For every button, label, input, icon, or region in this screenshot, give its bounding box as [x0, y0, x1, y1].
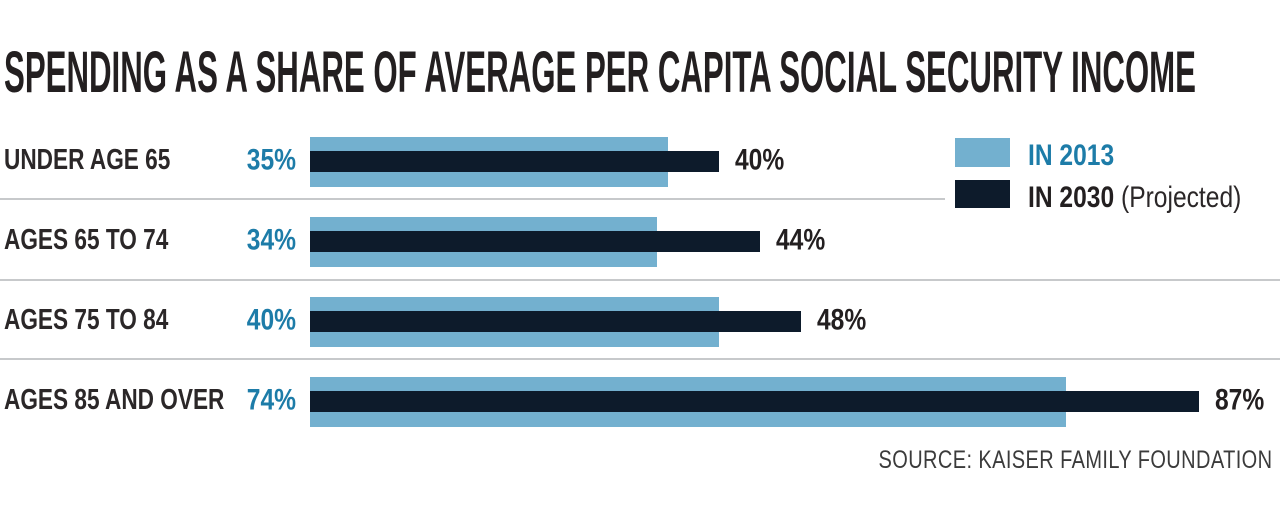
value-label-2013: 74%	[246, 383, 296, 417]
category-label: AGES 75 TO 84	[4, 304, 169, 337]
bar-2030	[310, 311, 801, 332]
category-label: AGES 65 TO 74	[4, 224, 169, 257]
separator	[0, 279, 1280, 281]
chart-title-text: SPENDING AS A SHARE OF AVERAGE PER CAPIT…	[4, 42, 1196, 104]
chart-row: AGES 85 AND OVER 74% 87%	[0, 362, 1280, 442]
value-label-2030: 40%	[735, 143, 785, 177]
value-label-2013: 40%	[246, 303, 296, 337]
separator	[0, 358, 1280, 360]
value-label-2030: 48%	[817, 303, 867, 337]
category-label: AGES 85 AND OVER	[4, 384, 225, 417]
chart-row: UNDER AGE 65 35% 40%	[0, 122, 1280, 202]
value-label-2013: 35%	[246, 143, 296, 177]
chart-title: SPENDING AS A SHARE OF AVERAGE PER CAPIT…	[4, 42, 1196, 104]
separator	[0, 198, 945, 200]
bar-2030	[310, 391, 1199, 412]
source-text: SOURCE: KAISER FAMILY FOUNDATION	[878, 446, 1272, 474]
chart-row: AGES 65 TO 74 34% 44%	[0, 202, 1280, 282]
bar-2030	[310, 151, 719, 172]
value-label-2013: 34%	[246, 223, 296, 257]
category-label: UNDER AGE 65	[4, 144, 171, 177]
chart-row: AGES 75 TO 84 40% 48%	[0, 282, 1280, 362]
value-label-2030: 87%	[1215, 383, 1265, 417]
value-label-2030: 44%	[776, 223, 826, 257]
bar-2030	[310, 231, 760, 252]
